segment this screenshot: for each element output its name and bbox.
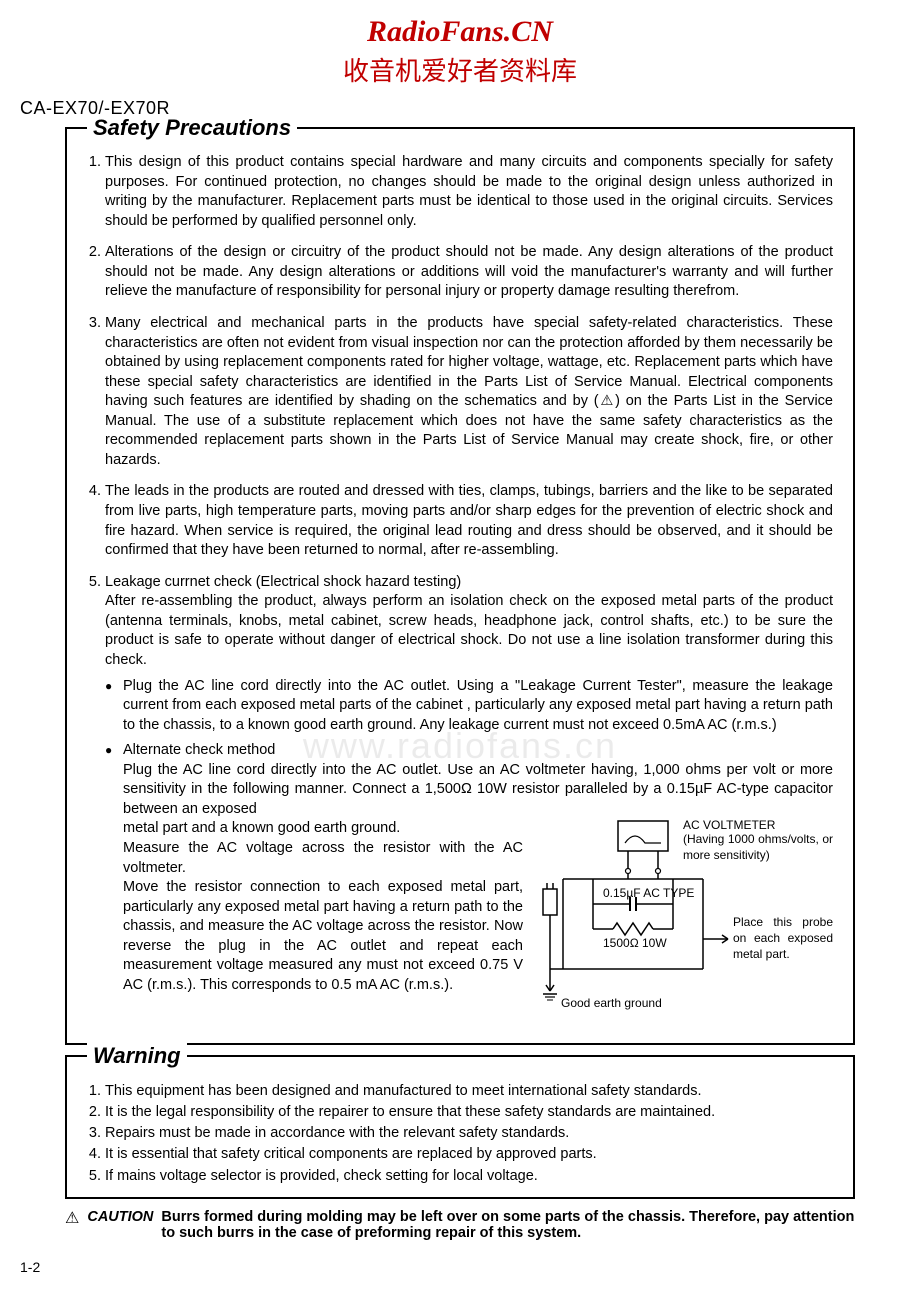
cap-label: 0.15µF AC TYPE	[603, 886, 694, 900]
res-label: 1500Ω 10W	[603, 936, 667, 950]
caution-row: ⚠ CAUTION Burrs formed during molding ma…	[65, 1209, 855, 1241]
site-subtitle: 收音机爱好者资料库	[20, 51, 900, 88]
warning-item: If mains voltage selector is provided, c…	[105, 1166, 833, 1187]
safety-item: This design of this product contains spe…	[105, 153, 833, 231]
alt-intro: Plug the AC line cord directly into the …	[123, 762, 833, 817]
caution-text: Burrs formed during molding may be left …	[161, 1209, 855, 1241]
site-title: RadioFans.CN	[20, 15, 900, 49]
bullet-plug: Plug the AC line cord directly into the …	[105, 677, 833, 736]
warning-title: Warning	[87, 1043, 187, 1069]
alt-head: Alternate check method	[123, 742, 275, 758]
warning-item: It is essential that safety critical com…	[105, 1144, 833, 1165]
item5-head: Leakage currnet check (Electrical shock …	[105, 574, 461, 590]
diagram-wrap: metal part and a known good earth ground…	[123, 819, 833, 1019]
page-number: 1-2	[20, 1259, 900, 1275]
circuit-diagram: 0.15µF AC TYPE	[533, 819, 833, 1019]
warning-item: It is the legal responsibility of the re…	[105, 1102, 833, 1123]
safety-item: Many electrical and mechanical parts in …	[105, 314, 833, 471]
leakage-bullets: Plug the AC line cord directly into the …	[105, 677, 833, 1020]
item5-body: After re-assembling the product, always …	[105, 593, 833, 668]
voltmeter-note: (Having 1000 ohms/volts, or more sensiti…	[683, 831, 833, 863]
caution-label: CAUTION	[87, 1209, 153, 1225]
bullet-alternate: Alternate check method Plug the AC line …	[105, 741, 833, 1019]
probe-label: Place this probe on each exposed metal p…	[733, 914, 833, 963]
safety-item: The leads in the products are routed and…	[105, 482, 833, 560]
page: RadioFans.CN 收音机爱好者资料库 CA-EX70/-EX70R ww…	[0, 0, 920, 1295]
warning-item: Repairs must be made in accordance with …	[105, 1123, 833, 1144]
caution-icon: ⚠	[65, 1209, 79, 1228]
warning-list: This equipment has been designed and man…	[87, 1081, 833, 1186]
safety-item: Alterations of the design or circuitry o…	[105, 243, 833, 302]
safety-precautions-box: www.radiofans.cn Safety Precautions This…	[65, 127, 855, 1045]
alt-rest: metal part and a known good earth ground…	[123, 819, 523, 995]
warning-item: This equipment has been designed and man…	[105, 1081, 833, 1102]
warning-box: Warning This equipment has been designed…	[65, 1055, 855, 1198]
safety-title: Safety Precautions	[87, 115, 297, 141]
safety-list: This design of this product contains spe…	[87, 153, 833, 1019]
safety-item-5: Leakage currnet check (Electrical shock …	[105, 573, 833, 1020]
ground-label: Good earth ground	[561, 996, 662, 1010]
